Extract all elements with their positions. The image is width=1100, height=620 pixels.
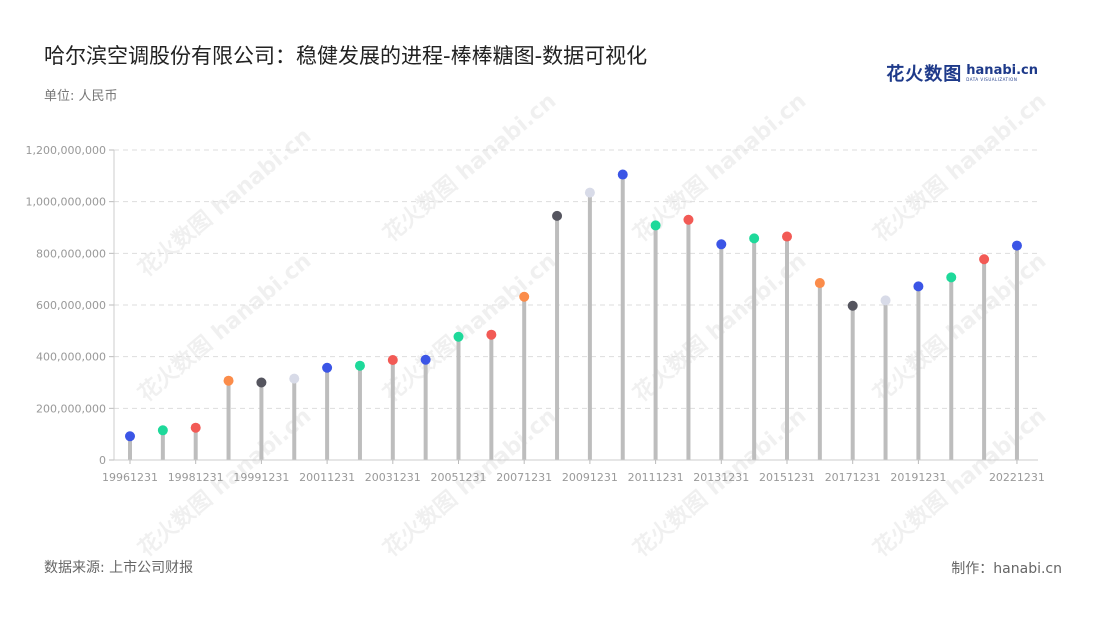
stems: [128, 174, 1019, 460]
brand-logo: 花火数图 hanabi.cn DATA VISUALIZATION: [886, 60, 1038, 86]
unit-label: 单位: 人民币: [44, 89, 118, 104]
logo-cn-text: 花火数图: [886, 64, 963, 85]
y-tick-label: 1,200,000,000: [26, 144, 106, 157]
chart-title: 哈尔滨空调股份有限公司：稳健发展的进程-棒棒糖图-数据可视化: [44, 44, 648, 68]
lollipop-dot: [716, 239, 727, 250]
lollipop-dot: [420, 354, 431, 365]
grid-lines: [114, 149, 1038, 409]
x-tick-label: 19991231: [233, 471, 289, 484]
lollipop-dot: [650, 220, 661, 231]
x-axis: 19961231 19981231 19991231 20011231 20031231…: [102, 459, 1045, 484]
x-tick-label: 20071231: [496, 471, 552, 484]
logo-en-block: hanabi.cn DATA VISUALIZATION: [966, 64, 1038, 82]
x-tick-label: 20111231: [628, 471, 684, 484]
logo-en-text: hanabi.cn: [966, 63, 1038, 78]
lollipop-dot: [387, 355, 398, 366]
lollipop-dot: [749, 233, 760, 244]
y-tick-label: 1,000,000,000: [26, 196, 106, 209]
lollipop-dot: [880, 295, 891, 306]
lollipop-dot: [814, 278, 825, 289]
y-tick-label: 600,000,000: [36, 299, 106, 312]
lollipop-dot: [782, 231, 792, 242]
lollipop-dot: [157, 425, 168, 436]
lollipop-dot: [125, 431, 135, 442]
data-source: 数据来源: 上市公司财报: [44, 560, 194, 576]
x-tick-label: 20011231: [299, 471, 355, 484]
lollipop-dot: [486, 329, 497, 340]
y-tick-label: 200,000,000: [36, 402, 106, 415]
lollipop-dot: [847, 300, 858, 311]
x-tick-label: 20031231: [365, 471, 421, 484]
lollipop-dot: [552, 210, 563, 221]
lollipop-dot: [683, 214, 694, 225]
x-tick-label: 19981231: [168, 471, 224, 484]
x-tick-label: 20051231: [431, 471, 487, 484]
lollipop-dot: [322, 362, 333, 373]
y-tick-label: 800,000,000: [36, 247, 106, 260]
y-axis: 0 200,000,000 400,000,000 600,000,000 800,00…: [26, 144, 115, 467]
x-tick-label: 20171231: [825, 471, 881, 484]
x-tick-label: 20091231: [562, 471, 618, 484]
y-tick-label: 400,000,000: [36, 351, 106, 364]
lollipop-dot: [354, 360, 365, 371]
x-tick-label: 20191231: [890, 471, 946, 484]
lollipop-dot: [617, 169, 628, 180]
x-tick-label: 20131231: [693, 471, 749, 484]
lollipop-dot: [584, 187, 595, 198]
logo-sub-text: DATA VISUALIZATION: [966, 77, 1018, 82]
x-tick-label: 19961231: [102, 471, 158, 484]
lollipop-dot: [913, 281, 924, 292]
lollipop-dot: [190, 422, 201, 433]
x-tick-label: 20151231: [759, 471, 815, 484]
lollipop-dot: [453, 331, 464, 342]
lollipop-dot: [223, 375, 234, 386]
lollipop-dot: [519, 291, 530, 302]
credit-label: 制作：hanabi.cn: [951, 561, 1062, 577]
lollipop-dot: [289, 373, 300, 384]
lollipop-dot: [946, 272, 957, 283]
lollipop-dot: [256, 377, 267, 388]
dots: [125, 169, 1022, 442]
x-tick-label: 20221231: [989, 471, 1045, 484]
lollipop-dot: [1011, 240, 1022, 251]
y-tick-label: 0: [99, 454, 106, 467]
lollipop-dot: [979, 254, 990, 265]
